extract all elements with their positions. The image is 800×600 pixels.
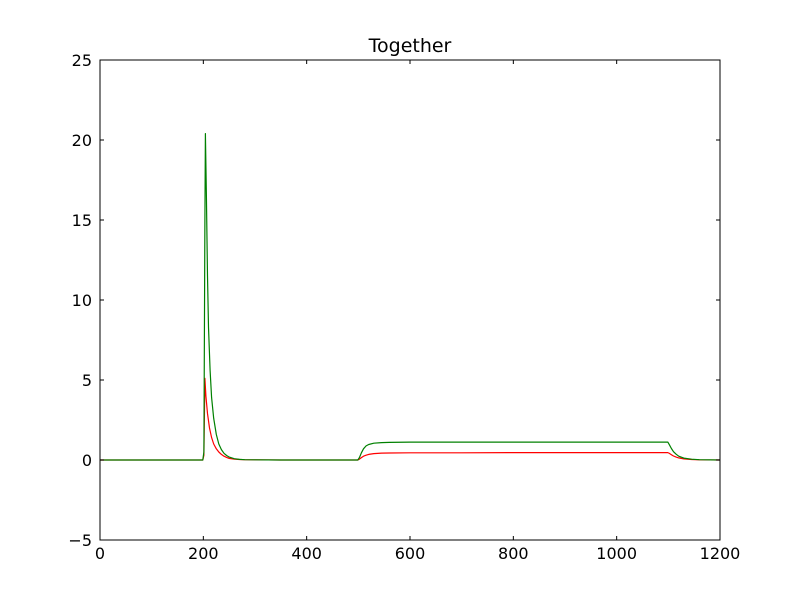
x-tick-label: 1000	[596, 544, 637, 563]
y-tick-label: 15	[72, 211, 92, 230]
y-tick-label: 0	[82, 451, 92, 470]
plot-area	[100, 60, 720, 540]
y-tick-label: −5	[68, 531, 92, 550]
series-group	[100, 133, 721, 461]
series-line-2	[100, 133, 721, 461]
y-tick-labels: −5 0 5 10 15 20 25	[68, 51, 92, 550]
x-tick-labels: 0 200 400 600 800 1000 1200	[95, 544, 740, 563]
y-tick-label: 25	[72, 51, 92, 70]
x-tick-label: 200	[188, 544, 219, 563]
x-tick-label: 600	[395, 544, 426, 563]
x-tick-label: 800	[498, 544, 529, 563]
x-tick-label: 0	[95, 544, 105, 563]
plot-frame	[99, 59, 721, 541]
y-tick-label: 20	[72, 131, 92, 150]
x-tick-label: 1200	[700, 544, 741, 563]
chart-title: Together	[368, 35, 452, 57]
y-tick-label: 5	[82, 371, 92, 390]
y-tick-label: 10	[72, 291, 92, 310]
x-tick-label: 400	[291, 544, 322, 563]
